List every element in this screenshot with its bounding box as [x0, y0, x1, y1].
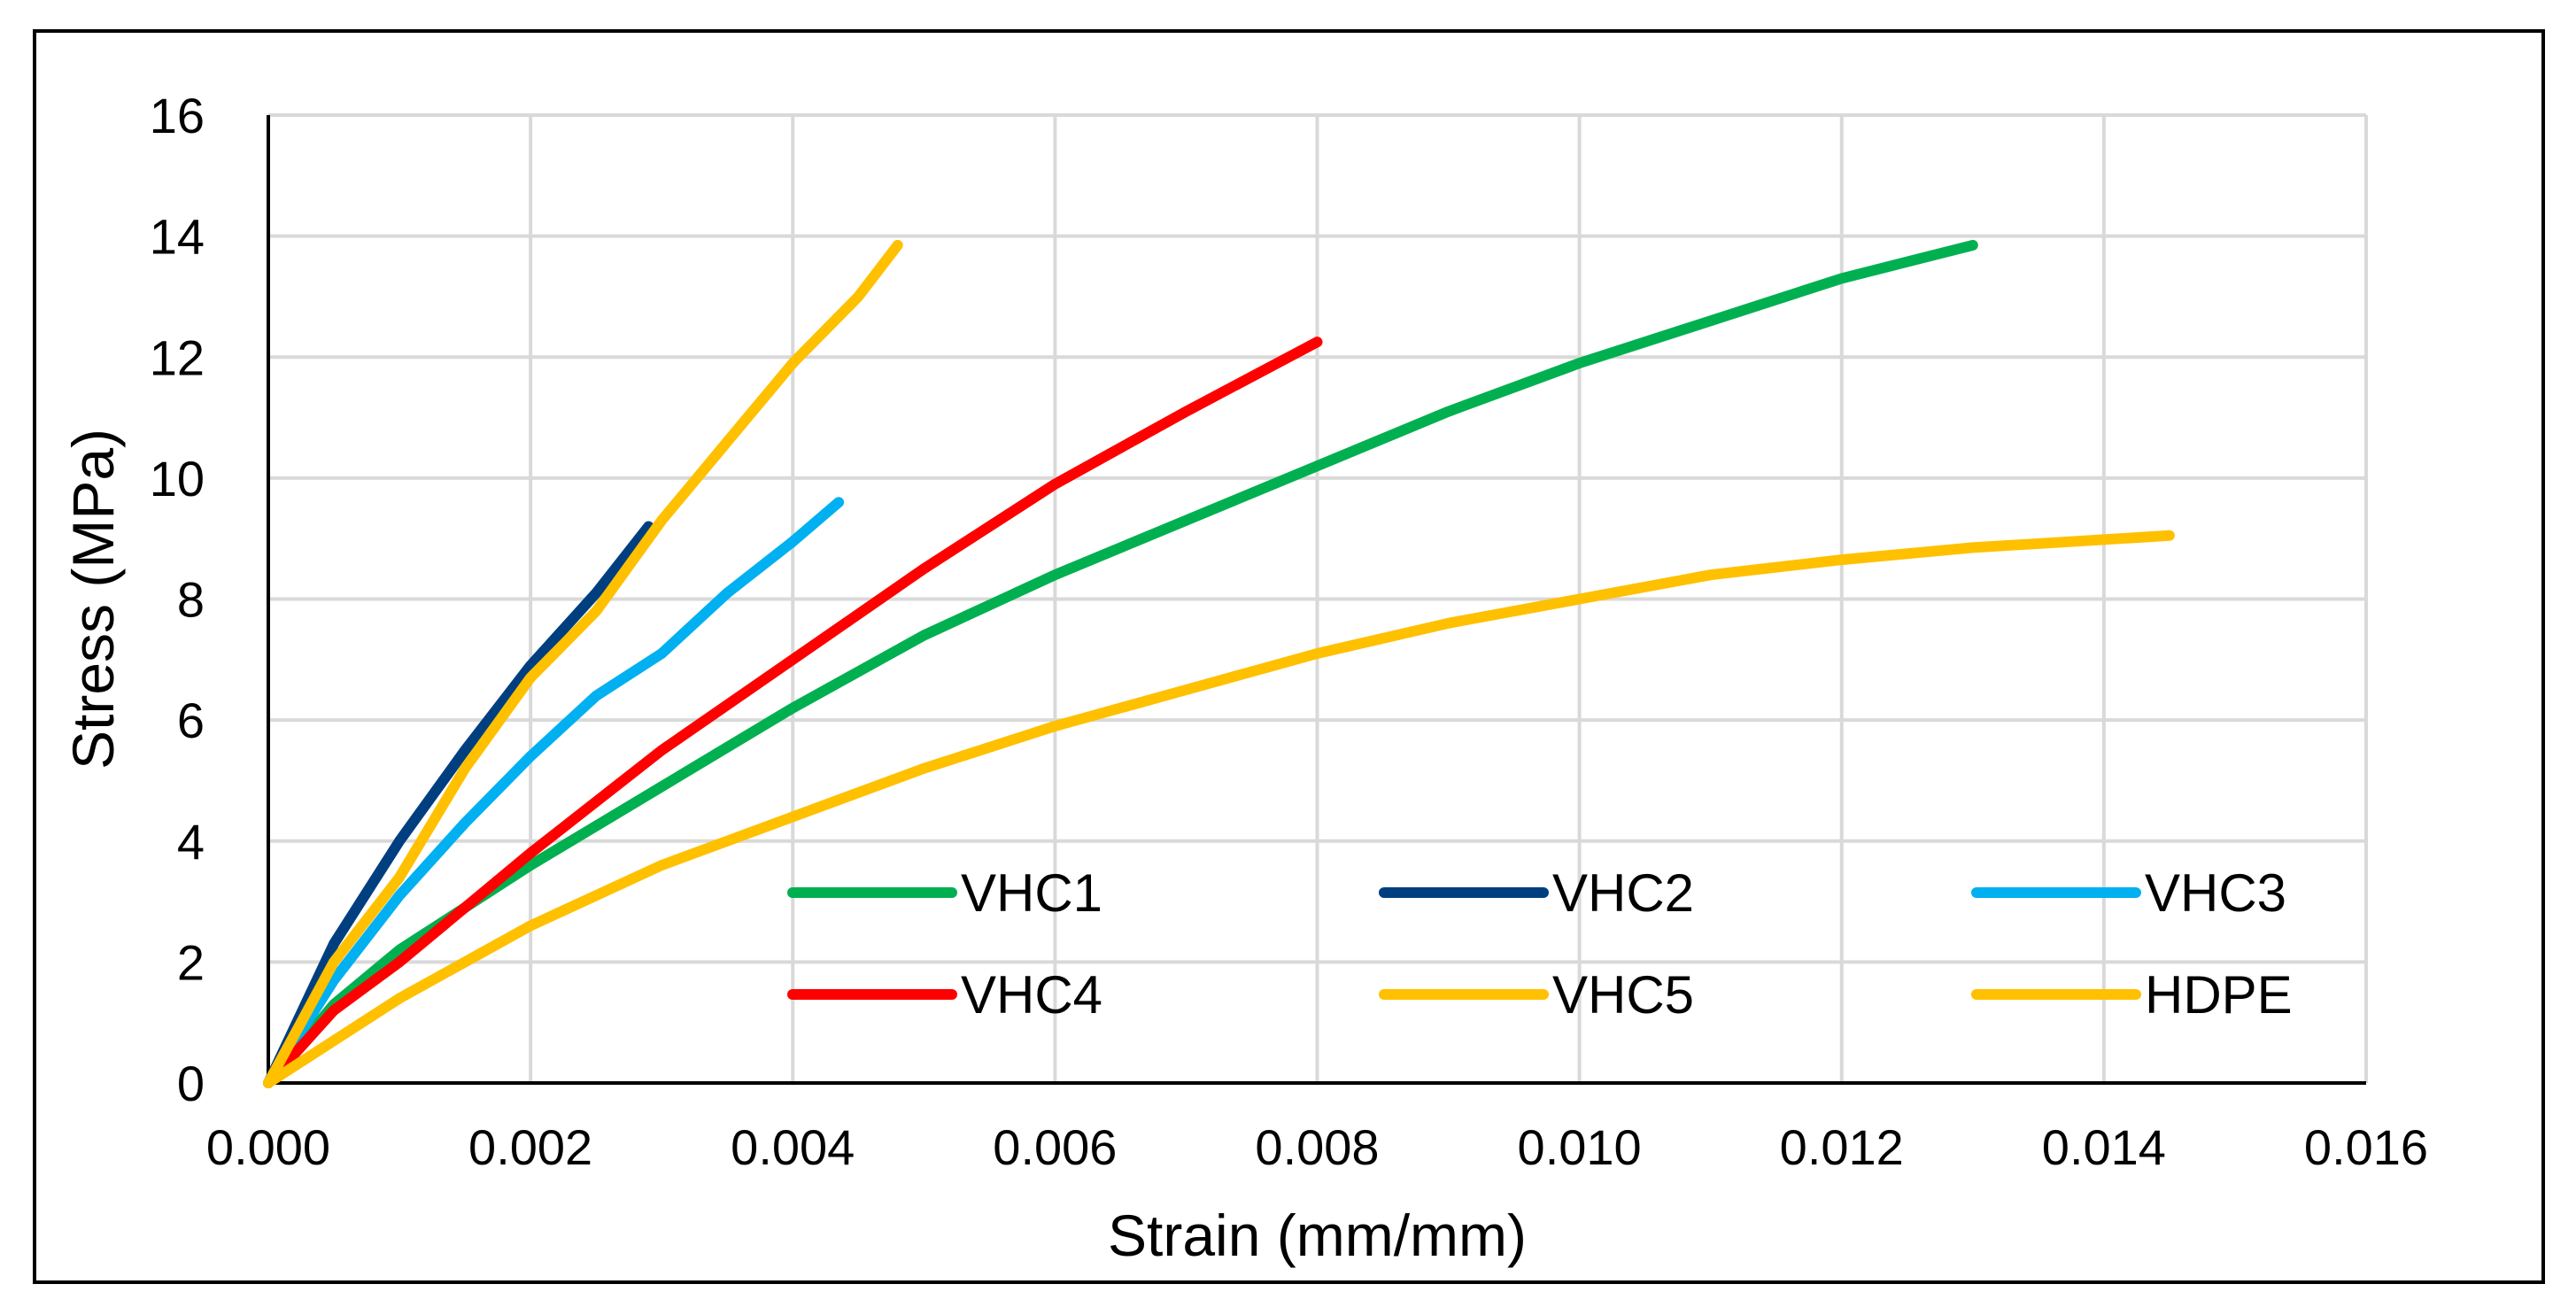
- legend-label-vhc2: VHC2: [1552, 863, 1694, 923]
- y-tick-label: 12: [150, 329, 205, 385]
- x-tick-label: 0.006: [993, 1119, 1117, 1175]
- x-tick-label: 0.010: [1518, 1119, 1642, 1175]
- series-line-vhc3: [263, 497, 845, 1088]
- legend-label-vhc3: VHC3: [2145, 863, 2286, 923]
- x-tick-label: 0.004: [731, 1119, 855, 1175]
- axes-layer: [267, 115, 2366, 1085]
- series-line-vhc4: [263, 336, 1323, 1088]
- series-line-hdpe: [263, 530, 2175, 1088]
- y-tick-label: 10: [150, 451, 205, 507]
- x-tick-label: 0.012: [1780, 1119, 1904, 1175]
- y-tick-label: 4: [177, 814, 205, 870]
- series-line-vhc5: [263, 239, 903, 1088]
- x-tick-label: 0.000: [206, 1119, 330, 1175]
- y-tick-label: 2: [177, 934, 205, 990]
- series-line-vhc2: [263, 521, 654, 1088]
- x-tick-label: 0.014: [2042, 1119, 2166, 1175]
- y-axis-title: Stress (MPa): [60, 429, 126, 770]
- grid-layer: [268, 113, 2368, 1083]
- legend: VHC1 VHC2 VHC3 VHC4 VHC5 HDPE: [787, 863, 2293, 1025]
- x-tick-label: 0.002: [468, 1119, 592, 1175]
- y-tick-label: 8: [177, 572, 205, 628]
- y-tick-label: 6: [177, 692, 205, 748]
- x-tick-label: 0.008: [1255, 1119, 1379, 1175]
- legend-label-vhc5: VHC5: [1552, 965, 1694, 1025]
- legend-label-vhc1: VHC1: [961, 863, 1102, 923]
- series-line-vhc1: [263, 239, 1978, 1088]
- x-tick-label: 0.016: [2304, 1119, 2428, 1175]
- x-axis-title: Strain (mm/mm): [1108, 1203, 1527, 1268]
- legend-label-hdpe: HDPE: [2145, 965, 2293, 1025]
- y-tick-label: 0: [177, 1056, 205, 1111]
- y-tick-label: 14: [150, 209, 205, 265]
- legend-label-vhc4: VHC4: [961, 965, 1102, 1025]
- y-tick-label: 16: [150, 88, 205, 143]
- tick-labels: 0.000 0.002 0.004 0.006 0.008 0.010 0.012 0.014…: [150, 88, 2428, 1175]
- series-layer: [263, 239, 2175, 1088]
